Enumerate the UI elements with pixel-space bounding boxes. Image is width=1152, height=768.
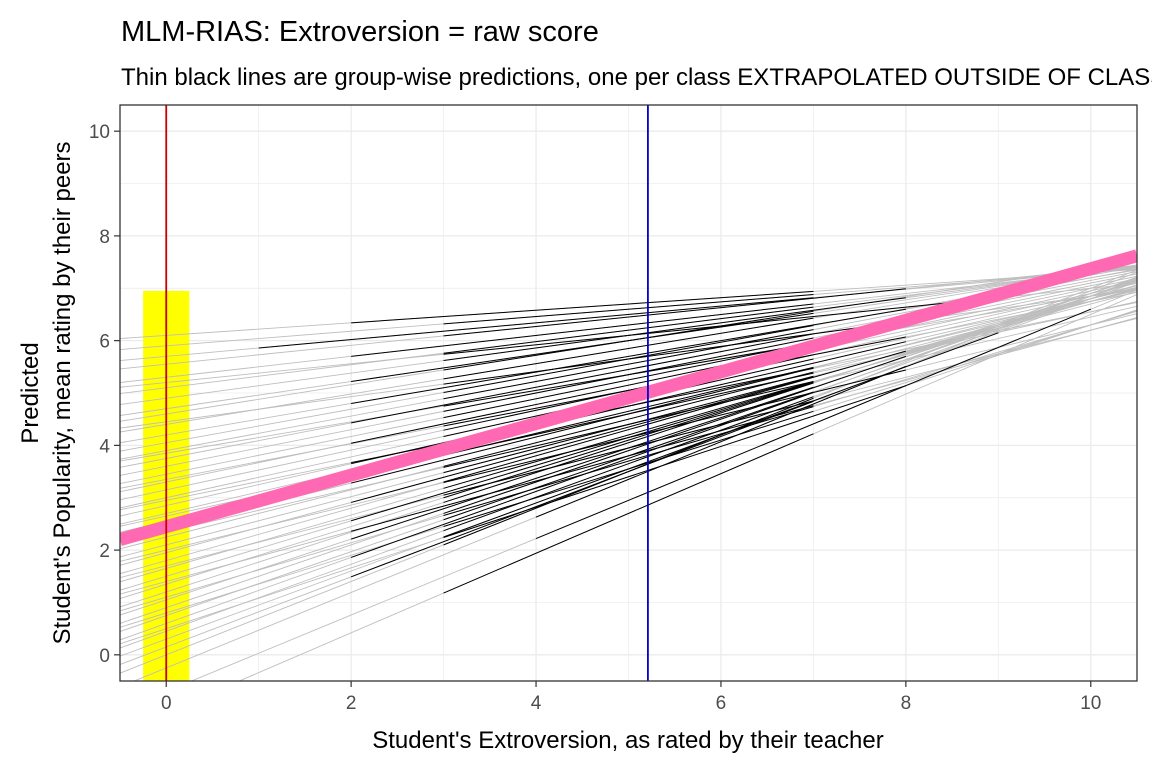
x-tick-label: 10 [1080, 693, 1101, 714]
x-tick-label: 2 [346, 693, 357, 714]
class-line-observed [443, 329, 814, 400]
class-line-observed [443, 350, 906, 483]
class-line-observed [351, 303, 814, 357]
reference-lines [165, 105, 649, 681]
class-line-observed [443, 342, 814, 407]
class-line-observed [350, 381, 814, 522]
class-line-observed [443, 294, 814, 325]
class-line-observed [443, 317, 814, 380]
class-line-observed [351, 308, 906, 404]
class-line-observed [443, 396, 814, 532]
class-line-observed [535, 365, 907, 518]
class-line-observed [535, 308, 1091, 540]
x-tick-label: 6 [716, 693, 727, 714]
panel-border [119, 104, 1138, 682]
x-tick-label: 4 [531, 693, 542, 714]
class-line-observed [443, 372, 814, 456]
class-line-observed [443, 406, 814, 517]
class-line-observed [351, 376, 814, 503]
class-line-observed [443, 310, 814, 371]
y-tick-label: 0 [99, 646, 110, 667]
chart-title: MLM-RIAS: Extroversion = raw score [121, 16, 599, 48]
class-line-observed [443, 297, 906, 362]
y-tick-label: 10 [89, 122, 110, 143]
y-tick-label: 8 [99, 227, 110, 248]
y-axis-title-line2: Student's Popularity, mean rating by the… [49, 141, 76, 644]
class-line-observed [443, 297, 999, 355]
class-line-observed [351, 333, 814, 424]
chart-subtitle: Thin black lines are group-wise predicti… [121, 64, 1152, 91]
class-line-observed [443, 288, 906, 337]
class-line-observed [443, 369, 906, 484]
class-line-observed [443, 371, 814, 467]
y-tick-label: 2 [99, 541, 110, 562]
class-line-observed [443, 385, 907, 538]
class-line-observed [443, 400, 814, 496]
axis-ticks: 0 2 4 6 8 10 0 2 4 6 8 10 [89, 122, 1101, 714]
class-line-observed [443, 382, 814, 499]
class-line-observed [443, 382, 814, 503]
class-line-observed [351, 290, 814, 324]
x-tick-label: 0 [161, 693, 172, 714]
class-line-observed [350, 400, 814, 578]
fixed-effect-layer [120, 249, 1137, 546]
y-axis-title-line1: Predicted [17, 342, 44, 443]
class-line-observed [443, 410, 814, 528]
x-axis-title: Student's Extroversion, as rated by thei… [372, 727, 884, 754]
class-line-observed [443, 320, 906, 385]
class-line-observed [351, 405, 814, 532]
class-line-observed [443, 366, 814, 456]
class-line-observed [258, 297, 814, 349]
class-line-observed [443, 380, 814, 468]
class-line-observed [443, 380, 814, 489]
class-line-observed [350, 386, 814, 540]
y-tick-label: 4 [99, 436, 110, 457]
x-tick-label: 8 [901, 693, 912, 714]
class-line-observed [443, 306, 814, 354]
class-line-observed [443, 355, 907, 514]
y-tick-label: 6 [99, 332, 110, 353]
class-line-observed [351, 367, 814, 484]
class-line-observed [443, 433, 814, 594]
fixed-effect-line [120, 249, 1137, 546]
